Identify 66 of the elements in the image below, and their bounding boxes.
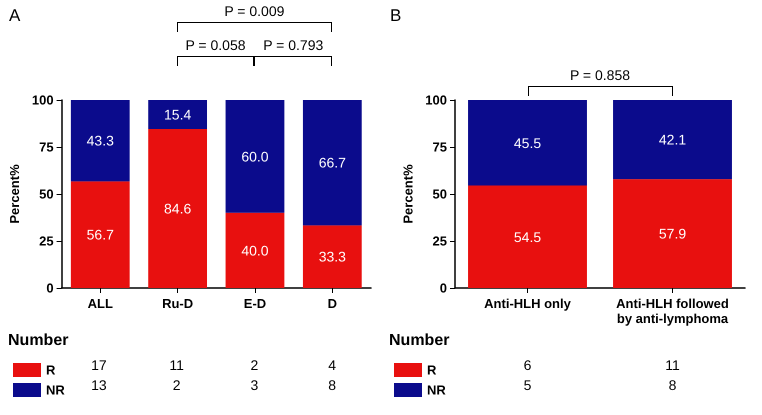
y-tick-label: 100 — [32, 92, 54, 108]
x-tick-label: Anti-HLH only — [484, 296, 572, 311]
text: 8 — [327, 377, 338, 393]
data-label: 33.3 — [318, 248, 346, 265]
data-label: 15.4 — [164, 106, 192, 122]
text: 13 — [90, 377, 108, 393]
text: P = 0.009 — [223, 3, 286, 19]
text: 5 — [522, 377, 532, 393]
text: 2 — [172, 377, 182, 393]
text: Number — [389, 332, 450, 350]
text: 2 — [249, 357, 260, 373]
y-axis-title: Percent% — [7, 164, 22, 224]
text: 8 — [668, 377, 678, 393]
bar — [226, 212, 284, 288]
legend-label: NR — [427, 382, 446, 398]
bar — [613, 179, 732, 288]
y-tick-label: 75 — [432, 140, 447, 154]
bar — [148, 100, 208, 129]
y-tick-label: 25 — [39, 234, 54, 248]
data-label: 45.5 — [514, 134, 542, 151]
bar — [70, 181, 130, 288]
x-tick-label: D — [328, 296, 338, 311]
data-label: 57.9 — [658, 226, 686, 242]
text: 11 — [664, 357, 681, 373]
bar — [226, 100, 284, 213]
bar — [468, 100, 587, 186]
bar — [468, 186, 587, 288]
data-label: 42.1 — [658, 132, 686, 148]
bar — [302, 100, 362, 226]
data-label: 84.6 — [164, 200, 192, 216]
chart-title: B — [390, 6, 402, 25]
y-tick-label: 50 — [432, 186, 447, 202]
y-axis-title: Percent% — [400, 164, 416, 224]
legend-label: R — [46, 362, 56, 378]
text: 4 — [327, 357, 338, 373]
data-label: 56.7 — [86, 226, 114, 243]
data-label: 60.0 — [241, 148, 269, 164]
bar — [302, 225, 362, 288]
data-label: 54.5 — [514, 228, 542, 245]
x-tick-label: ALL — [88, 296, 113, 311]
text: 6 — [522, 357, 532, 373]
y-tick-label: 0 — [46, 280, 54, 296]
legend-label: NR — [46, 382, 66, 398]
data-label: 43.3 — [86, 132, 114, 149]
bar — [70, 100, 130, 182]
y-tick-label: 0 — [440, 280, 447, 296]
x-tick-label: E-D — [244, 296, 266, 311]
y-tick-label: 50 — [39, 186, 54, 202]
x-tick-label: Anti-HLH followed by anti-lymphoma — [616, 296, 729, 326]
text: 11 — [168, 357, 185, 373]
data-label: 66.7 — [318, 154, 346, 171]
text: P = 0.058 — [185, 37, 246, 53]
chart-title: A — [9, 6, 21, 25]
bar — [613, 100, 732, 180]
y-tick-label: 100 — [425, 92, 447, 108]
text: 3 — [249, 377, 260, 393]
legend-label: R — [427, 362, 437, 378]
text: 17 — [90, 357, 108, 373]
y-tick-label: 25 — [432, 234, 447, 248]
x-tick-label: Ru-D — [162, 296, 194, 311]
text: P = 0.793 — [263, 37, 324, 53]
text: P = 0.858 — [568, 67, 632, 83]
text: Number — [8, 332, 68, 350]
bar — [148, 128, 208, 288]
data-label: 40.0 — [241, 242, 269, 258]
y-tick-label: 75 — [39, 140, 54, 154]
